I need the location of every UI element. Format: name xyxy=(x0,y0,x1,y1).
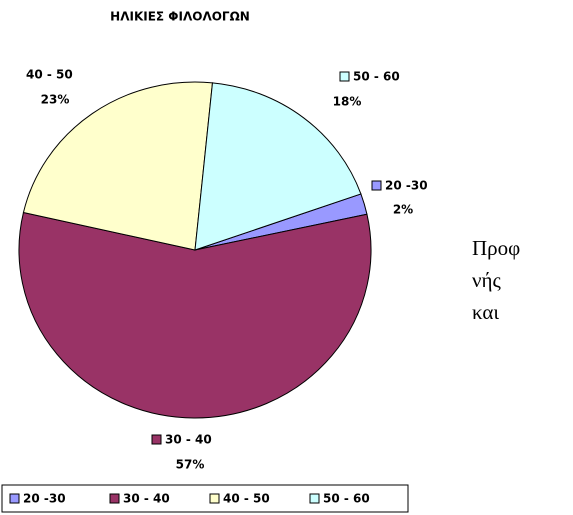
chart-title: ΗΛΙΚΙΕΣ ΦΙΛΟΛΟΓΩΝ xyxy=(110,10,250,24)
pie-slice xyxy=(194,82,362,251)
data-label-name: 20 -30 xyxy=(385,179,428,193)
legend-swatch xyxy=(9,493,20,504)
data-label-name: 30 - 40 xyxy=(165,433,212,447)
data-label-name: 40 - 50 xyxy=(26,68,73,82)
data-label-value: 23% xyxy=(41,93,70,107)
data-label-value: 2% xyxy=(393,203,413,217)
legend-swatch xyxy=(309,493,320,504)
data-label-value: 57% xyxy=(176,458,205,472)
data-label-name: 50 - 60 xyxy=(353,70,400,84)
label-swatch xyxy=(371,180,382,191)
legend-label: 20 -30 xyxy=(23,492,66,506)
legend-label: 40 - 50 xyxy=(223,492,270,506)
pie-slice xyxy=(22,81,214,251)
legend-label: 30 - 40 xyxy=(123,492,170,506)
legend-swatch xyxy=(209,493,220,504)
label-swatch xyxy=(339,71,350,82)
legend-label: 50 - 60 xyxy=(323,492,370,506)
side-text: Προφ xyxy=(472,236,520,260)
side-text: νής xyxy=(472,268,501,292)
pie-slice xyxy=(18,211,372,419)
label-swatch xyxy=(151,434,162,445)
side-text: και xyxy=(472,300,499,324)
data-label-value: 18% xyxy=(333,95,362,109)
legend-swatch xyxy=(109,493,120,504)
legend-box xyxy=(1,484,409,513)
